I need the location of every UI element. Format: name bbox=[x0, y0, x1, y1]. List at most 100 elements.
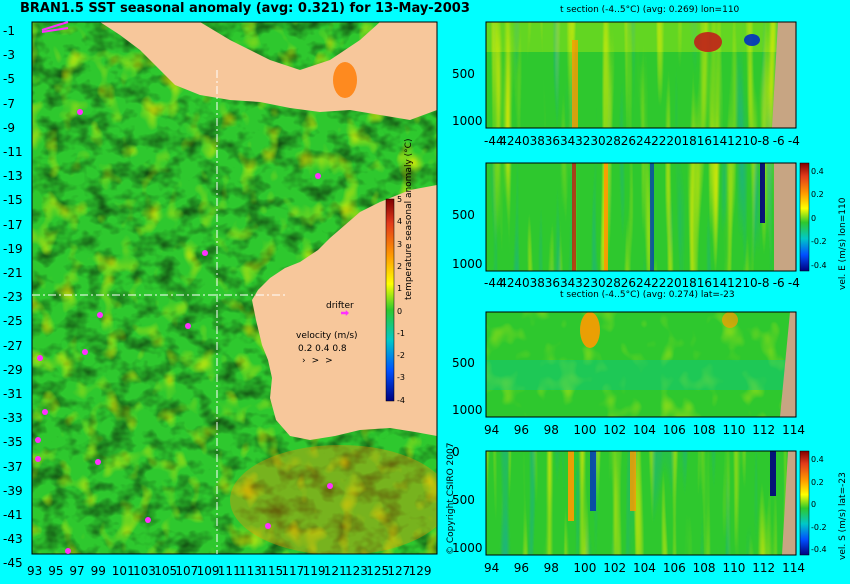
panel-x-tick: -6 bbox=[772, 276, 785, 290]
panel-x-tick: 104 bbox=[633, 423, 656, 437]
panel-x-tick: 12 bbox=[727, 276, 743, 290]
panel-x-tick: 28 bbox=[605, 276, 621, 290]
map-y-tick: -37 bbox=[3, 459, 23, 474]
map-x-tick: 113 bbox=[239, 564, 262, 578]
colorbar-tick: -4 bbox=[397, 395, 405, 405]
panel-x-tick: 100 bbox=[573, 423, 597, 437]
panel-x-tick: 14 bbox=[711, 276, 728, 290]
velocity-label: velocity (m/s) bbox=[296, 331, 358, 341]
panel-colorbar-tick: 0 bbox=[811, 500, 817, 510]
panel-x-tick: 32 bbox=[575, 134, 591, 148]
panel4-ylabel: vel. S (m/s) lat=-23 bbox=[838, 472, 848, 560]
panel-x-tick: 98 bbox=[543, 423, 559, 437]
panel-y-tick: 1000 bbox=[452, 540, 483, 555]
panel-colorbar-tick: -0.2 bbox=[811, 522, 827, 532]
sst-map bbox=[31, 21, 438, 555]
map-x-tick: 101 bbox=[111, 564, 135, 578]
panel-x-tick: 36 bbox=[544, 276, 561, 290]
panel-x-tick: -8 bbox=[757, 134, 770, 148]
panel-colorbar-tick: 0.4 bbox=[811, 455, 824, 464]
panel-x-tick: -4 bbox=[787, 134, 800, 148]
panel-colorbar-tick: -0.4 bbox=[811, 260, 827, 270]
panel-x-tick: 34 bbox=[559, 276, 576, 290]
map-y-tick: -17 bbox=[3, 217, 23, 232]
panel-x-tick: 14 bbox=[711, 134, 728, 148]
map-x-tick: 107 bbox=[175, 564, 199, 578]
map-x-tick: 121 bbox=[323, 564, 347, 578]
panel-vel-s bbox=[485, 450, 810, 556]
panel-x-tick: 24 bbox=[635, 134, 652, 148]
panel-x-tick: 20 bbox=[666, 276, 682, 290]
panel-x-tick: -4 bbox=[787, 276, 800, 290]
panel-x-tick: 114 bbox=[782, 423, 805, 437]
panel-colorbar-tick: 0.2 bbox=[811, 477, 824, 487]
panel-x-tick: 104 bbox=[633, 561, 656, 575]
panel-y-tick: 500 bbox=[452, 66, 475, 81]
map-y-tick: -15 bbox=[3, 193, 23, 208]
map-y-tick: -41 bbox=[3, 508, 23, 522]
panel-x-tick: 28 bbox=[605, 134, 621, 148]
map-x-tick: 111 bbox=[217, 564, 241, 578]
map-y-tick: -35 bbox=[3, 435, 23, 450]
land-indonesia bbox=[100, 22, 437, 120]
panel-x-tick: 16 bbox=[696, 276, 713, 290]
panel-x-tick: 108 bbox=[692, 423, 716, 437]
panel1-title: t section (-4..5°C) (avg: 0.269) lon=110 bbox=[560, 5, 740, 15]
panel-x-tick: 38 bbox=[529, 134, 545, 148]
map-y-tick: -25 bbox=[3, 314, 23, 329]
map-x-tick: 105 bbox=[154, 564, 178, 578]
panel-x-tick: 96 bbox=[513, 423, 530, 437]
drifter-arrow-icon bbox=[341, 310, 349, 316]
panel-x-tick: 42 bbox=[499, 276, 515, 290]
map-y-tick: -27 bbox=[3, 338, 23, 353]
panel-x-tick: 102 bbox=[603, 423, 627, 437]
panel-x-tick: 94 bbox=[484, 423, 500, 437]
panel-x-tick: 38 bbox=[529, 276, 545, 290]
map-y-tick: -9 bbox=[3, 120, 15, 135]
colorbar-tick: 4 bbox=[397, 217, 403, 227]
map-x-tick: 99 bbox=[90, 564, 106, 578]
panel-x-tick: 22 bbox=[651, 276, 667, 290]
colorbar-tick: 2 bbox=[397, 261, 403, 271]
map-y-tick: -13 bbox=[3, 169, 23, 184]
panel-colorbar-tick: 0 bbox=[811, 213, 817, 223]
map-y-tick: -39 bbox=[3, 483, 23, 498]
panel-colorbar-tick: 0.2 bbox=[811, 190, 824, 200]
panel-x-tick: 24 bbox=[635, 276, 652, 290]
panel-y-tick: 0 bbox=[452, 445, 460, 459]
map-y-tick: -3 bbox=[3, 48, 15, 63]
panel-x-tick: 106 bbox=[662, 423, 686, 437]
panel-x-tick: 112 bbox=[752, 561, 776, 575]
map-title: BRAN1.5 SST seasonal anomaly (avg: 0.321… bbox=[20, 1, 470, 16]
panel-y-tick: 1000 bbox=[452, 256, 483, 271]
panel-x-tick: 10 bbox=[742, 276, 758, 290]
map-x-tick: 127 bbox=[387, 564, 411, 578]
panel-x-tick: 30 bbox=[590, 276, 606, 290]
panel-y-tick: 500 bbox=[452, 492, 475, 507]
panel-x-tick: 106 bbox=[662, 561, 686, 575]
colorbar-tick: 5 bbox=[397, 195, 403, 204]
panel-x-tick: 100 bbox=[573, 561, 597, 575]
map-y-tick: -45 bbox=[3, 556, 23, 571]
drifter-label: drifter bbox=[326, 301, 354, 311]
panel-x-tick: 40 bbox=[514, 134, 530, 148]
panel-x-tick: 22 bbox=[651, 134, 667, 148]
panel-x-tick: 110 bbox=[722, 561, 746, 575]
panel3-title: t section (-4..5°C) (avg: 0.274) lat=-23 bbox=[560, 290, 735, 300]
panel-x-tick: 26 bbox=[620, 276, 637, 290]
map-y-tick: -33 bbox=[3, 411, 23, 426]
colorbar-tick: -3 bbox=[397, 373, 405, 383]
panel-x-tick: 12 bbox=[727, 134, 743, 148]
map-y-tick: -11 bbox=[3, 145, 23, 159]
map-x-tick: 93 bbox=[27, 564, 43, 578]
map-x-tick: 95 bbox=[48, 564, 64, 578]
panel-x-tick: 114 bbox=[782, 561, 805, 575]
colorbar-tick: -2 bbox=[397, 351, 405, 361]
panel-vel-e bbox=[485, 162, 810, 272]
panel-x-tick: 20 bbox=[666, 134, 682, 148]
panel-y-tick: 500 bbox=[452, 208, 475, 223]
panel-x-tick: 40 bbox=[514, 276, 530, 290]
